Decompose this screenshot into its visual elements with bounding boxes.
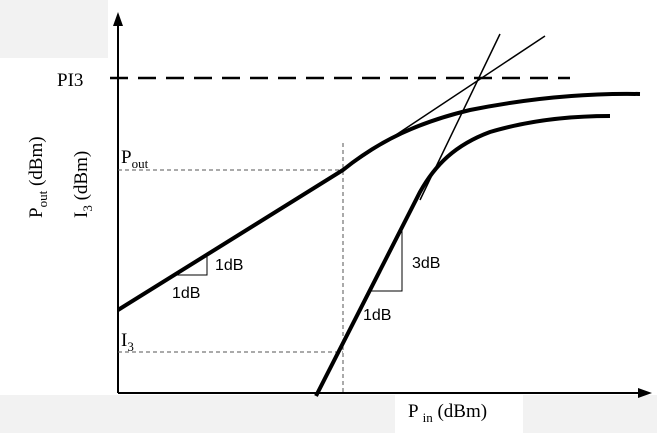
pi3-label: PI3 <box>57 70 83 91</box>
slope1-rise-label: 1dB <box>215 257 243 274</box>
fundamental-output-curve <box>116 91 641 312</box>
top-left-panel <box>0 0 108 58</box>
bottom-right-panel <box>523 395 657 433</box>
x-axis-arrow <box>638 388 652 398</box>
y-axis-title-i3: I3 (dBm) <box>71 151 95 218</box>
pout-level-label: Pout <box>121 147 149 171</box>
slope-triangle-3 <box>368 228 403 292</box>
slope3-rise-label: 3dB <box>412 255 440 272</box>
i3-level-label: I3 <box>121 330 134 354</box>
slope-triangle-1 <box>175 253 208 276</box>
y-axis-arrow <box>113 12 123 26</box>
bottom-left-panel <box>0 395 395 433</box>
y-axis-title-pout: Pout (dBm) <box>26 136 50 218</box>
im3-output-curve <box>314 114 611 397</box>
slope1-run-label: 1dB <box>172 285 200 302</box>
slope3-run-label: 1dB <box>363 307 391 324</box>
